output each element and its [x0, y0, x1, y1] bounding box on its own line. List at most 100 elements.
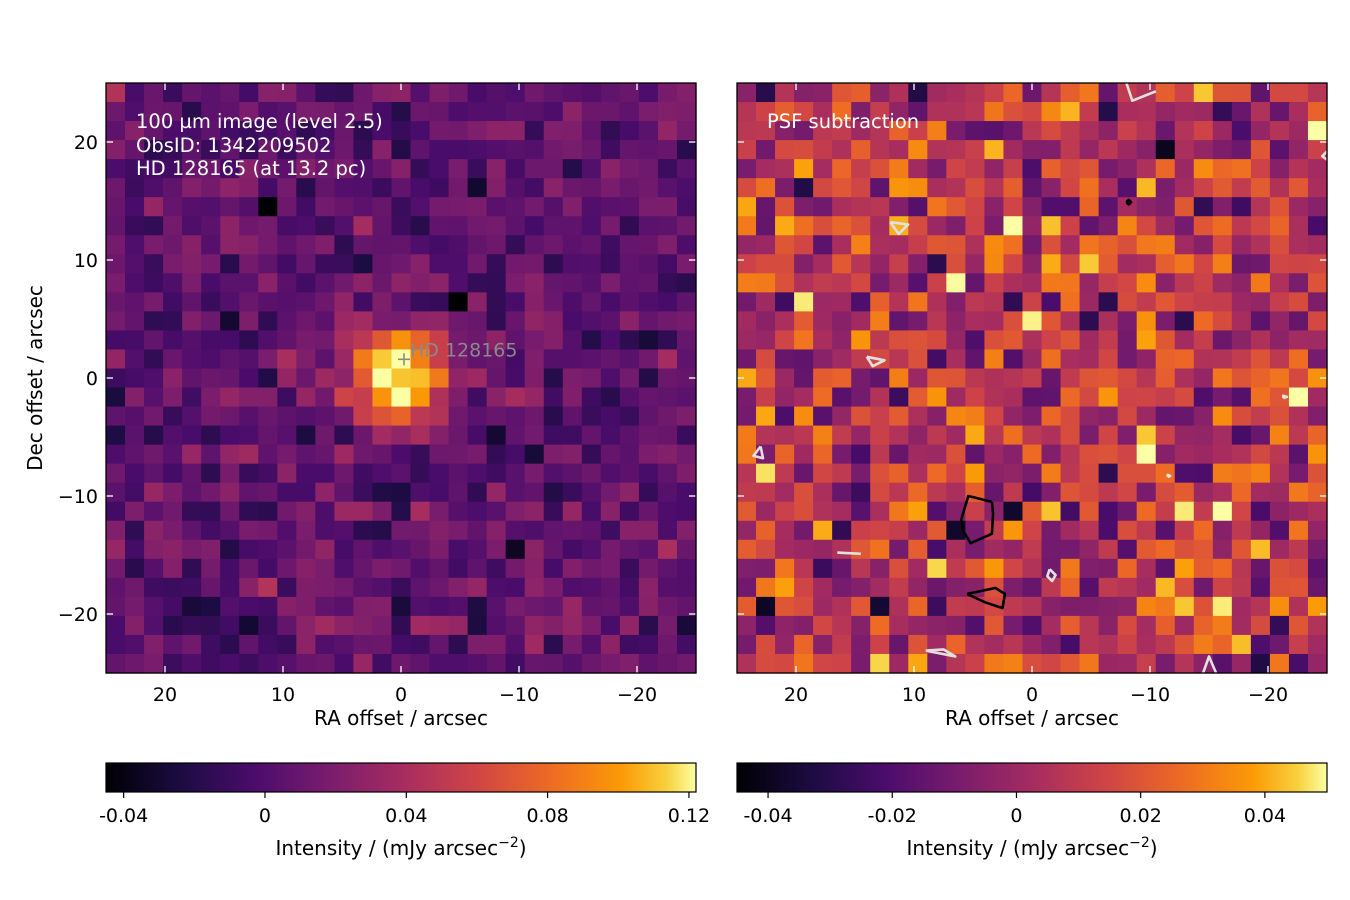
- heatmap-pixel: [372, 482, 393, 503]
- heatmap-pixel: [220, 577, 240, 598]
- heatmap-pixel: [1041, 216, 1062, 236]
- heatmap-pixel: [239, 387, 259, 408]
- heatmap-pixel: [1041, 634, 1062, 655]
- heatmap-pixel: [429, 292, 450, 312]
- heatmap-pixel: [562, 539, 583, 560]
- heatmap-pixel: [676, 368, 697, 389]
- heatmap-pixel: [581, 615, 602, 636]
- heatmap-pixel: [562, 140, 583, 160]
- heatmap-pixel: [851, 140, 871, 160]
- heatmap-pixel: [144, 159, 164, 179]
- heatmap-pixel: [813, 653, 833, 674]
- heatmap-pixel: [144, 463, 164, 484]
- heatmap-pixel: [1060, 501, 1081, 522]
- heatmap-pixel: [505, 482, 526, 503]
- heatmap-pixel: [334, 539, 355, 560]
- heatmap-pixel: [1193, 406, 1214, 427]
- heatmap-pixel: [1098, 273, 1119, 293]
- heatmap-pixel: [1212, 216, 1233, 236]
- heatmap-pixel: [737, 140, 757, 160]
- heatmap-pixel: [296, 558, 316, 579]
- heatmap-pixel: [410, 634, 431, 655]
- heatmap-pixel: [562, 83, 583, 103]
- right-plot-frame: [736, 82, 1328, 674]
- heatmap-pixel: [1174, 520, 1195, 541]
- heatmap-pixel: [1174, 159, 1195, 179]
- heatmap-pixel: [813, 254, 833, 274]
- heatmap-pixel: [144, 254, 164, 274]
- heatmap-pixel: [505, 539, 526, 560]
- heatmap-pixel: [296, 349, 316, 370]
- heatmap-pixel: [851, 349, 871, 370]
- heatmap-pixel: [391, 368, 412, 389]
- heatmap-pixel: [1098, 140, 1119, 160]
- heatmap-pixel: [106, 520, 126, 541]
- heatmap-pixel: [486, 425, 507, 446]
- heatmap-pixel: [486, 330, 507, 351]
- heatmap-pixel: [756, 254, 776, 274]
- heatmap-pixel: [1155, 254, 1176, 274]
- heatmap-pixel: [600, 520, 621, 541]
- heatmap-pixel: [832, 653, 852, 674]
- heatmap-pixel: [1212, 425, 1233, 446]
- heatmap-pixel: [984, 216, 1005, 236]
- heatmap-pixel: [220, 159, 240, 179]
- heatmap-pixel: [1193, 577, 1214, 598]
- heatmap-pixel: [984, 539, 1005, 560]
- heatmap-pixel: [1174, 330, 1195, 351]
- heatmap-pixel: [106, 102, 126, 122]
- heatmap-pixel: [984, 406, 1005, 427]
- heatmap-pixel: [239, 216, 259, 236]
- heatmap-pixel: [908, 254, 928, 274]
- heatmap-pixel: [813, 197, 833, 217]
- heatmap-pixel: [908, 216, 928, 236]
- heatmap-pixel: [927, 463, 947, 484]
- heatmap-pixel: [1193, 235, 1214, 255]
- heatmap-pixel: [220, 368, 240, 389]
- heatmap-pixel: [334, 463, 355, 484]
- heatmap-pixel: [619, 159, 640, 179]
- heatmap-pixel: [870, 520, 890, 541]
- colorbar-tick-label: 0.02: [1120, 805, 1162, 827]
- heatmap-pixel: [1212, 330, 1233, 351]
- heatmap-pixel: [163, 349, 183, 370]
- heatmap-pixel: [851, 216, 871, 236]
- heatmap-pixel: [638, 520, 659, 541]
- heatmap-pixel: [163, 140, 183, 160]
- heatmap-pixel: [1060, 159, 1081, 179]
- heatmap-pixel: [334, 102, 355, 122]
- left-colorbar-ticks: -0.04 0 0.04 0.08 0.12: [99, 792, 710, 827]
- heatmap-pixel: [832, 273, 852, 293]
- heatmap-pixel: [657, 216, 678, 236]
- heatmap-pixel: [851, 539, 871, 560]
- heatmap-pixel: [277, 83, 297, 103]
- heatmap-pixel: [543, 463, 564, 484]
- heatmap-pixel: [182, 197, 202, 217]
- heatmap-pixel: [1231, 83, 1252, 103]
- heatmap-pixel: [1269, 273, 1290, 293]
- heatmap-pixel: [1307, 178, 1328, 198]
- heatmap-pixel: [125, 197, 145, 217]
- heatmap-pixel: [775, 653, 795, 674]
- heatmap-pixel: [353, 539, 374, 560]
- heatmap-pixel: [353, 406, 374, 427]
- heatmap-pixel: [543, 254, 564, 274]
- heatmap-pixel: [908, 406, 928, 427]
- heatmap-pixel: [657, 482, 678, 503]
- heatmap-pixel: [794, 254, 814, 274]
- heatmap-pixel: [676, 520, 697, 541]
- heatmap-pixel: [562, 178, 583, 198]
- heatmap-pixel: [889, 178, 909, 198]
- heatmap-pixel: [1269, 634, 1290, 655]
- heatmap-pixel: [581, 330, 602, 351]
- heatmap-pixel: [1193, 83, 1214, 103]
- heatmap-pixel: [870, 634, 890, 655]
- heatmap-pixel: [1231, 311, 1252, 332]
- heatmap-pixel: [1288, 444, 1309, 465]
- heatmap-pixel: [296, 83, 316, 103]
- heatmap-pixel: [775, 235, 795, 255]
- heatmap-pixel: [429, 482, 450, 503]
- heatmap-pixel: [372, 406, 393, 427]
- heatmap-pixel: [1136, 330, 1157, 351]
- heatmap-pixel: [1136, 558, 1157, 579]
